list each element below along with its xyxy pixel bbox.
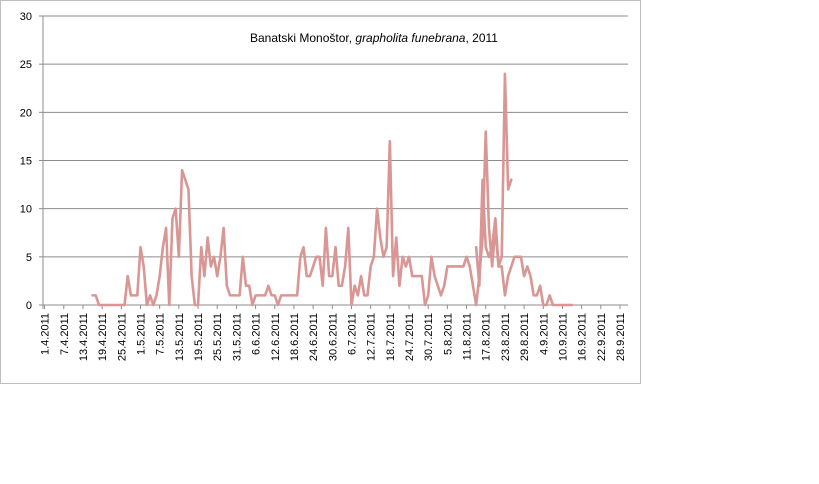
chart-frame: 0 5 10 15 20 25 30 1.4.2011 7.4.2011 13.4.2011 19… [0,0,641,384]
chart-title-prefix: Banatski Monoštor, [250,31,355,45]
y-tick-label: 15 [20,156,32,168]
x-tick-label: 13.5.2011 [174,313,186,361]
series-lines [91,72,574,307]
y-axis-tick-labels: 0 5 10 15 20 25 30 [20,11,32,312]
y-tick-label: 25 [20,59,32,71]
x-tick-label: 25.4.2011 [116,313,128,361]
x-tick-label: 16.9.2011 [577,313,589,361]
y-tick-label: 20 [20,107,32,119]
y-tick-label: 30 [20,11,32,23]
x-tick-label: 12.7.2011 [366,313,378,361]
x-tick-label: 4.9.2011 [538,313,550,355]
x-tick-label: 23.8.2011 [500,313,512,361]
x-tick-label: 6.7.2011 [346,313,358,355]
x-tick-label: 30.6.2011 [327,313,339,361]
x-tick-label: 22.9.2011 [596,313,608,361]
x-tick-label: 30.7.2011 [423,313,435,361]
x-tick-label: 7.5.2011 [155,313,167,355]
x-tick-label: 17.8.2011 [481,313,493,361]
y-tick-label: 10 [20,204,32,216]
x-tick-label: 1.5.2011 [136,313,148,355]
x-tick-label: 19.5.2011 [193,313,205,361]
x-tick-label: 11.8.2011 [462,313,474,360]
gridlines [43,15,628,258]
y-tick-label: 5 [26,252,32,264]
x-tick-label: 10.9.2011 [557,313,569,361]
x-tick-label: 31.5.2011 [231,313,243,361]
chart-title-suffix: , 2011 [465,31,498,45]
x-tick-label: 28.9.2011 [615,313,627,361]
x-tick-label: 24.7.2011 [404,313,416,361]
line-chart: 0 5 10 15 20 25 30 1.4.2011 7.4.2011 13.4.2011 19… [20,11,628,361]
chart-title-species: grapholita funebrana [355,31,465,45]
x-tick-label: 24.6.2011 [308,313,320,361]
x-tick-label: 18.6.2011 [289,313,301,361]
y-tick-label: 0 [26,300,32,312]
x-tick-label: 18.7.2011 [385,313,397,361]
x-tick-label: 5.8.2011 [442,313,454,355]
x-tick-label: 1.4.2011 [40,313,52,355]
x-tick-label: 19.4.2011 [97,313,109,361]
x-tick-label: 6.6.2011 [251,313,263,355]
x-axis: 1.4.2011 7.4.2011 13.4.2011 19.4.2011 25.4.2… [39,15,628,361]
series-line-segment [474,178,574,307]
x-tick-label: 25.5.2011 [212,313,224,361]
x-tick-label: 29.8.2011 [519,313,531,361]
x-tick-label: 7.4.2011 [59,313,71,355]
x-tick-label: 12.6.2011 [270,313,282,361]
x-tick-label: 13.4.2011 [78,313,90,361]
series-line-segment [91,72,513,307]
chart-title: Banatski Monoštor, grapholita funebrana,… [250,31,498,45]
